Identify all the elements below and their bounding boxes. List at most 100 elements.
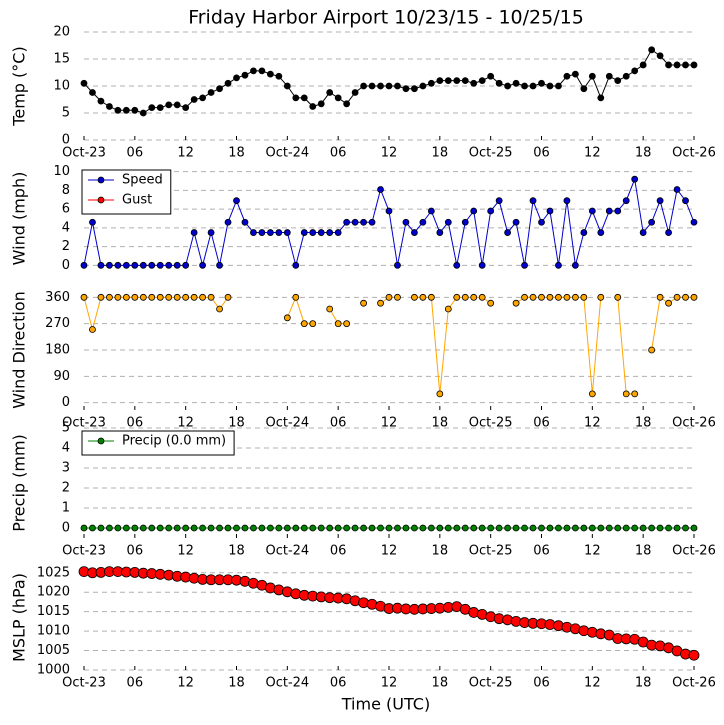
data-point bbox=[309, 103, 317, 110]
data-point bbox=[122, 524, 130, 532]
data-point bbox=[266, 229, 274, 236]
data-point bbox=[673, 293, 681, 301]
data-point bbox=[478, 77, 486, 84]
data-point bbox=[317, 229, 325, 236]
data-point bbox=[292, 94, 300, 102]
data-point bbox=[139, 109, 147, 117]
data-point bbox=[156, 104, 164, 111]
data-point bbox=[283, 524, 291, 532]
x-tick-label: 12 bbox=[381, 544, 398, 559]
x-tick-label: 06 bbox=[533, 416, 550, 431]
data-point bbox=[385, 82, 393, 90]
x-tick-label: 06 bbox=[330, 544, 347, 559]
data-point bbox=[122, 293, 130, 301]
data-point bbox=[648, 46, 656, 54]
y-tick-label: 90 bbox=[53, 369, 70, 384]
data-point bbox=[436, 77, 444, 84]
data-point bbox=[173, 524, 181, 532]
data-point bbox=[275, 72, 283, 80]
data-point bbox=[122, 106, 130, 114]
data-point bbox=[122, 261, 130, 269]
data-point bbox=[156, 524, 164, 532]
data-point bbox=[165, 261, 173, 269]
legend-box bbox=[81, 169, 172, 215]
data-point bbox=[648, 524, 656, 532]
data-point bbox=[139, 524, 147, 532]
series-line bbox=[515, 296, 602, 394]
data-point bbox=[495, 197, 503, 205]
data-point bbox=[182, 104, 190, 111]
y-tick-label: 5 bbox=[62, 421, 70, 436]
data-point bbox=[139, 293, 147, 301]
data-point bbox=[461, 524, 469, 532]
data-point bbox=[106, 293, 113, 301]
data-point bbox=[614, 293, 622, 301]
data-point bbox=[665, 61, 672, 69]
x-tick-label: 12 bbox=[177, 544, 194, 559]
legend-label: Speed bbox=[122, 173, 163, 188]
x-tick-label: 06 bbox=[330, 676, 347, 691]
data-point bbox=[114, 524, 122, 532]
data-point bbox=[478, 293, 486, 301]
series-line bbox=[83, 296, 229, 332]
data-point bbox=[605, 72, 613, 80]
data-point bbox=[673, 524, 681, 532]
data-point bbox=[97, 293, 105, 301]
y-tick-label: 1010 bbox=[37, 624, 70, 639]
data-point bbox=[656, 524, 664, 532]
data-point bbox=[563, 524, 571, 532]
y-tick-label: 10 bbox=[53, 164, 70, 179]
x-tick-label: Oct-26 bbox=[672, 146, 716, 161]
data-point bbox=[427, 207, 435, 215]
data-point bbox=[571, 293, 579, 301]
legend-label: Precip (0.0 mm) bbox=[122, 434, 226, 449]
x-tick-label: Oct-23 bbox=[62, 146, 106, 161]
data-point bbox=[309, 229, 317, 236]
legend: Speed Gust bbox=[81, 169, 172, 215]
data-point bbox=[563, 293, 571, 301]
data-point bbox=[656, 293, 664, 301]
data-point bbox=[411, 85, 418, 93]
data-point bbox=[631, 67, 639, 75]
x-tick-label: 18 bbox=[228, 544, 245, 559]
data-point bbox=[495, 79, 503, 87]
data-point bbox=[360, 299, 367, 307]
data-point bbox=[605, 207, 613, 215]
legend-marker bbox=[97, 176, 105, 184]
data-point bbox=[521, 293, 528, 301]
y-tick-label: 0 bbox=[62, 258, 70, 273]
data-point bbox=[148, 104, 156, 111]
y-tick-label: 360 bbox=[45, 290, 70, 305]
data-point bbox=[258, 524, 266, 532]
data-point bbox=[588, 524, 596, 532]
data-point bbox=[580, 229, 588, 236]
y-tick-label: 1015 bbox=[37, 604, 70, 619]
x-tick-label: Oct-24 bbox=[265, 676, 309, 691]
data-point bbox=[173, 261, 181, 269]
data-point bbox=[478, 261, 486, 269]
data-point bbox=[546, 82, 554, 90]
x-tick-label: Oct-25 bbox=[469, 676, 513, 691]
x-tick-label: 06 bbox=[533, 676, 550, 691]
data-point bbox=[411, 524, 418, 532]
data-point bbox=[131, 106, 139, 114]
data-point bbox=[182, 524, 190, 532]
data-point bbox=[283, 314, 291, 322]
data-point bbox=[207, 229, 215, 236]
data-point bbox=[580, 524, 588, 532]
data-point bbox=[427, 79, 435, 87]
data-point bbox=[114, 293, 122, 301]
y-axis-label: Wind (mph) bbox=[10, 172, 29, 266]
data-point bbox=[648, 346, 656, 354]
data-point bbox=[334, 229, 342, 236]
data-point bbox=[588, 390, 596, 398]
data-point bbox=[334, 94, 342, 102]
data-point bbox=[89, 326, 96, 333]
y-tick-label: 1020 bbox=[37, 585, 70, 600]
y-tick-label: 0 bbox=[62, 395, 70, 410]
data-point bbox=[250, 67, 257, 75]
data-point bbox=[538, 218, 545, 226]
data-point bbox=[241, 218, 249, 226]
y-axis-label: Temp (°C) bbox=[10, 46, 29, 126]
